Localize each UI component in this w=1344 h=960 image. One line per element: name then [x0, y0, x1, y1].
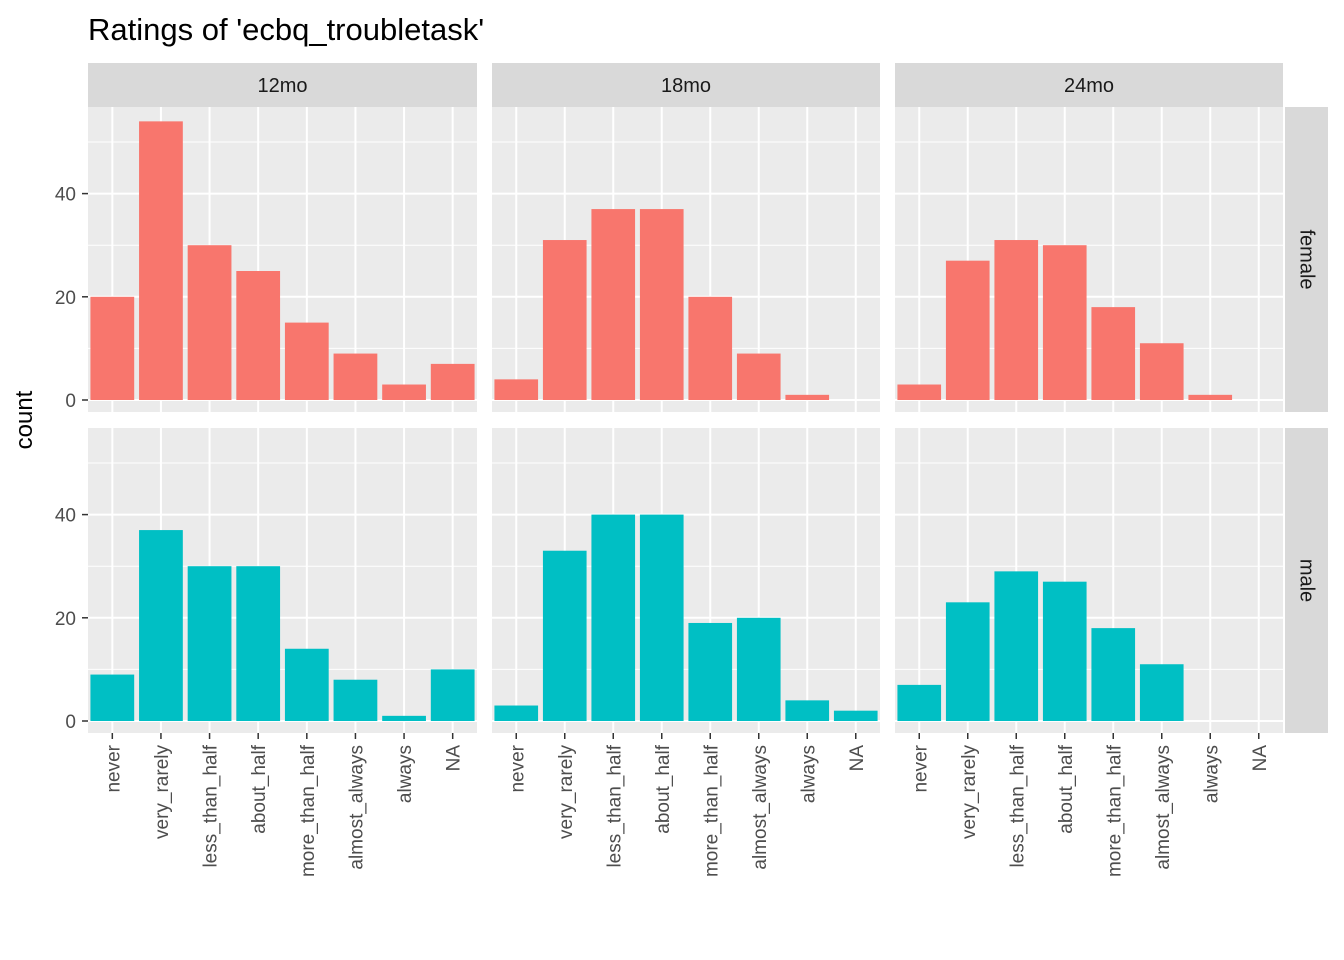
bar-male-12mo-about_half — [236, 566, 281, 721]
x-tick-label-never: never — [507, 744, 528, 792]
x-tick-label-more_than_half: more_than_half — [1104, 744, 1125, 877]
x-tick-label-very_rarely: very_rarely — [959, 745, 980, 839]
x-tick-label-less_than_half: less_than_half — [201, 744, 222, 867]
facet-strip-18mo — [492, 63, 880, 107]
facet-label-18mo: 18mo — [661, 75, 711, 97]
bar-female-24mo-never — [897, 384, 942, 400]
facet-strip-male — [1285, 428, 1328, 733]
x-tick-label-less_than_half: less_than_half — [604, 744, 625, 867]
bar-male-12mo-very_rarely — [139, 530, 183, 721]
x-tick-label-always: always — [1201, 745, 1222, 803]
bar-male-24mo-about_half — [1042, 581, 1087, 721]
bar-female-18mo-about_half — [639, 209, 684, 400]
x-tick-label-never: never — [910, 744, 931, 792]
panel-female-12mo — [88, 107, 477, 412]
bar-male-12mo-almost_always — [333, 679, 378, 721]
x-tick-label-NA: NA — [444, 745, 465, 772]
y-tick-label: 40 — [55, 185, 76, 206]
bar-male-18mo-less_than_half — [591, 514, 636, 721]
facet-strip-12mo — [88, 63, 477, 107]
bar-male-24mo-more_than_half — [1091, 628, 1136, 721]
bar-female-24mo-about_half — [1042, 245, 1087, 400]
x-tick-label-almost_always: almost_always — [1153, 745, 1174, 870]
bar-male-18mo-more_than_half — [688, 622, 733, 721]
bar-male-12mo-less_than_half — [187, 566, 232, 721]
bar-male-18mo-never — [494, 705, 539, 721]
x-tick-label-almost_always: almost_always — [750, 745, 771, 870]
bar-female-18mo-almost_always — [736, 353, 781, 400]
x-tick-label-never: never — [103, 744, 124, 792]
bar-male-18mo-about_half — [639, 514, 684, 721]
x-tick-label-almost_always: almost_always — [346, 745, 367, 870]
bar-male-12mo-always — [382, 715, 426, 721]
bar-female-18mo-always — [785, 394, 830, 400]
x-tick-label-always: always — [395, 745, 416, 803]
bar-female-24mo-very_rarely — [945, 260, 990, 400]
bar-female-24mo-less_than_half — [994, 240, 1039, 400]
bar-female-24mo-almost_always — [1139, 343, 1184, 400]
bar-male-18mo-almost_always — [736, 617, 781, 721]
plot-area: 12mo 18mo 24mo female male 0 20 40 0 20 40 never ver… — [55, 63, 1328, 877]
bar-male-12mo-never — [90, 674, 135, 721]
bar-female-12mo-NA — [430, 363, 475, 400]
bar-female-12mo-less_than_half — [187, 245, 232, 400]
bar-female-12mo-very_rarely — [139, 121, 183, 401]
x-tick-label-NA: NA — [1250, 745, 1271, 772]
x-tick-label-about_half: about_half — [1056, 744, 1077, 833]
bar-male-24mo-very_rarely — [945, 602, 990, 721]
x-tick-label-less_than_half: less_than_half — [1007, 744, 1028, 867]
bar-female-12mo-almost_always — [333, 353, 378, 400]
bar-female-18mo-very_rarely — [542, 240, 587, 400]
x-tick-label-about_half: about_half — [653, 744, 674, 833]
panel-female-24mo — [895, 107, 1283, 412]
bar-male-24mo-never — [897, 684, 942, 721]
bar-female-12mo-never — [90, 296, 135, 400]
x-tick-label-very_rarely: very_rarely — [152, 745, 173, 839]
y-tick-label: 20 — [55, 609, 76, 630]
bar-male-18mo-NA — [833, 710, 878, 721]
bar-male-12mo-more_than_half — [284, 648, 329, 721]
bar-female-24mo-more_than_half — [1091, 307, 1136, 400]
x-tick-label-NA: NA — [847, 745, 868, 772]
panel-male-18mo — [492, 428, 880, 733]
y-tick-label: 0 — [65, 391, 76, 412]
panel-male-12mo — [88, 428, 477, 733]
facet-strip-24mo — [895, 63, 1283, 107]
bar-female-12mo-always — [382, 384, 426, 400]
bar-female-12mo-about_half — [236, 271, 281, 400]
bar-male-24mo-almost_always — [1139, 664, 1184, 721]
y-axis-label: count — [11, 390, 38, 449]
bar-male-18mo-always — [785, 700, 830, 721]
x-tick-label-very_rarely: very_rarely — [556, 745, 577, 839]
panel-female-18mo — [492, 107, 880, 412]
facet-label-24mo: 24mo — [1064, 75, 1114, 97]
x-tick-label-about_half: about_half — [249, 744, 270, 833]
y-tick-label: 0 — [65, 712, 76, 733]
panel-male-24mo — [895, 428, 1283, 733]
x-tick-label-more_than_half: more_than_half — [701, 744, 722, 877]
bar-female-18mo-less_than_half — [591, 209, 636, 400]
bar-female-24mo-always — [1188, 394, 1233, 400]
bar-male-18mo-very_rarely — [542, 550, 587, 721]
chart-title: Ratings of 'ecbq_troubletask' — [88, 12, 484, 47]
facet-label-female: female — [1296, 229, 1318, 289]
bar-female-18mo-more_than_half — [688, 296, 733, 400]
y-tick-label: 20 — [55, 288, 76, 309]
bar-female-18mo-never — [494, 379, 539, 400]
x-tick-label-more_than_half: more_than_half — [298, 744, 319, 877]
facet-label-12mo: 12mo — [257, 75, 307, 97]
facet-strip-female — [1285, 107, 1328, 412]
x-tick-label-always: always — [798, 745, 819, 803]
facet-label-male: male — [1296, 559, 1318, 602]
bar-male-24mo-less_than_half — [994, 571, 1039, 721]
y-tick-label: 40 — [55, 506, 76, 527]
bar-male-12mo-NA — [430, 669, 475, 721]
bar-female-12mo-more_than_half — [284, 322, 329, 400]
